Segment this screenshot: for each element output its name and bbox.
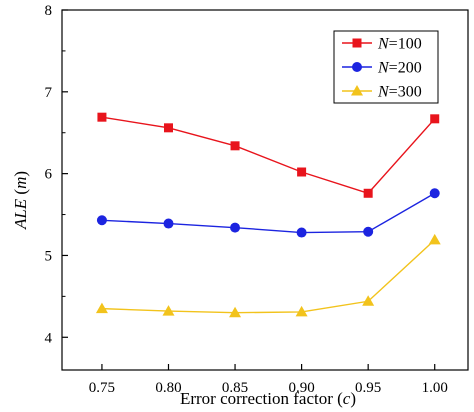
legend-label: N=200 [377,60,422,77]
series-2 [96,188,440,238]
x-tick-label: 0.75 [89,380,115,396]
y-tick-label: 5 [45,248,53,264]
data-point [162,305,175,316]
data-point [230,141,240,151]
legend-marker [352,38,362,48]
legend-item-1: N=100 [342,36,422,53]
data-point [163,123,173,133]
series-layer [95,112,441,318]
data-point [362,295,375,306]
data-point [97,112,107,122]
legend-item-2: N=200 [342,60,422,77]
x-tick-label: 0.90 [288,380,314,396]
series-line [101,239,436,314]
data-point [428,233,441,245]
y-tick-label: 7 [45,85,53,101]
data-point [429,188,440,199]
legend-item-3: N=300 [342,84,422,101]
x-axis-title: Error correction factor (c) [180,389,356,408]
y-axis: 4 5 6 7 8 [45,3,68,346]
x-tick-label: 0.80 [155,380,181,396]
data-point [96,215,107,226]
series-line [101,192,436,234]
plot-border [61,9,469,371]
y-tick-label: 8 [45,3,53,19]
legend: N=100 N=200 N=300 [333,30,439,104]
data-point [230,222,241,233]
x-axis: 0.75 0.80 0.85 0.90 0.95 1.00 [89,364,448,396]
x-tick-label: 1.00 [422,380,448,396]
data-point [229,306,242,318]
series-1 [97,112,440,198]
x-tick-label: 0.95 [355,380,381,396]
x-tick-label: 0.85 [222,380,248,396]
y-tick-label: 4 [45,330,53,346]
data-point [295,305,308,317]
series-line [101,116,436,195]
y-tick-label: 6 [45,167,53,183]
data-point [296,227,307,238]
data-point [430,114,440,124]
series-3 [95,233,441,318]
y-axis-title: ALE (m) [11,171,30,230]
legend-label: N=300 [377,84,422,101]
data-point [163,218,174,229]
legend-marker [352,62,362,72]
data-point [363,226,374,237]
legend-marker [351,85,363,96]
data-point [95,302,108,314]
data-point [363,188,373,198]
plot-frame [61,9,469,371]
legend-label: N=100 [377,36,422,53]
data-point [297,167,307,177]
